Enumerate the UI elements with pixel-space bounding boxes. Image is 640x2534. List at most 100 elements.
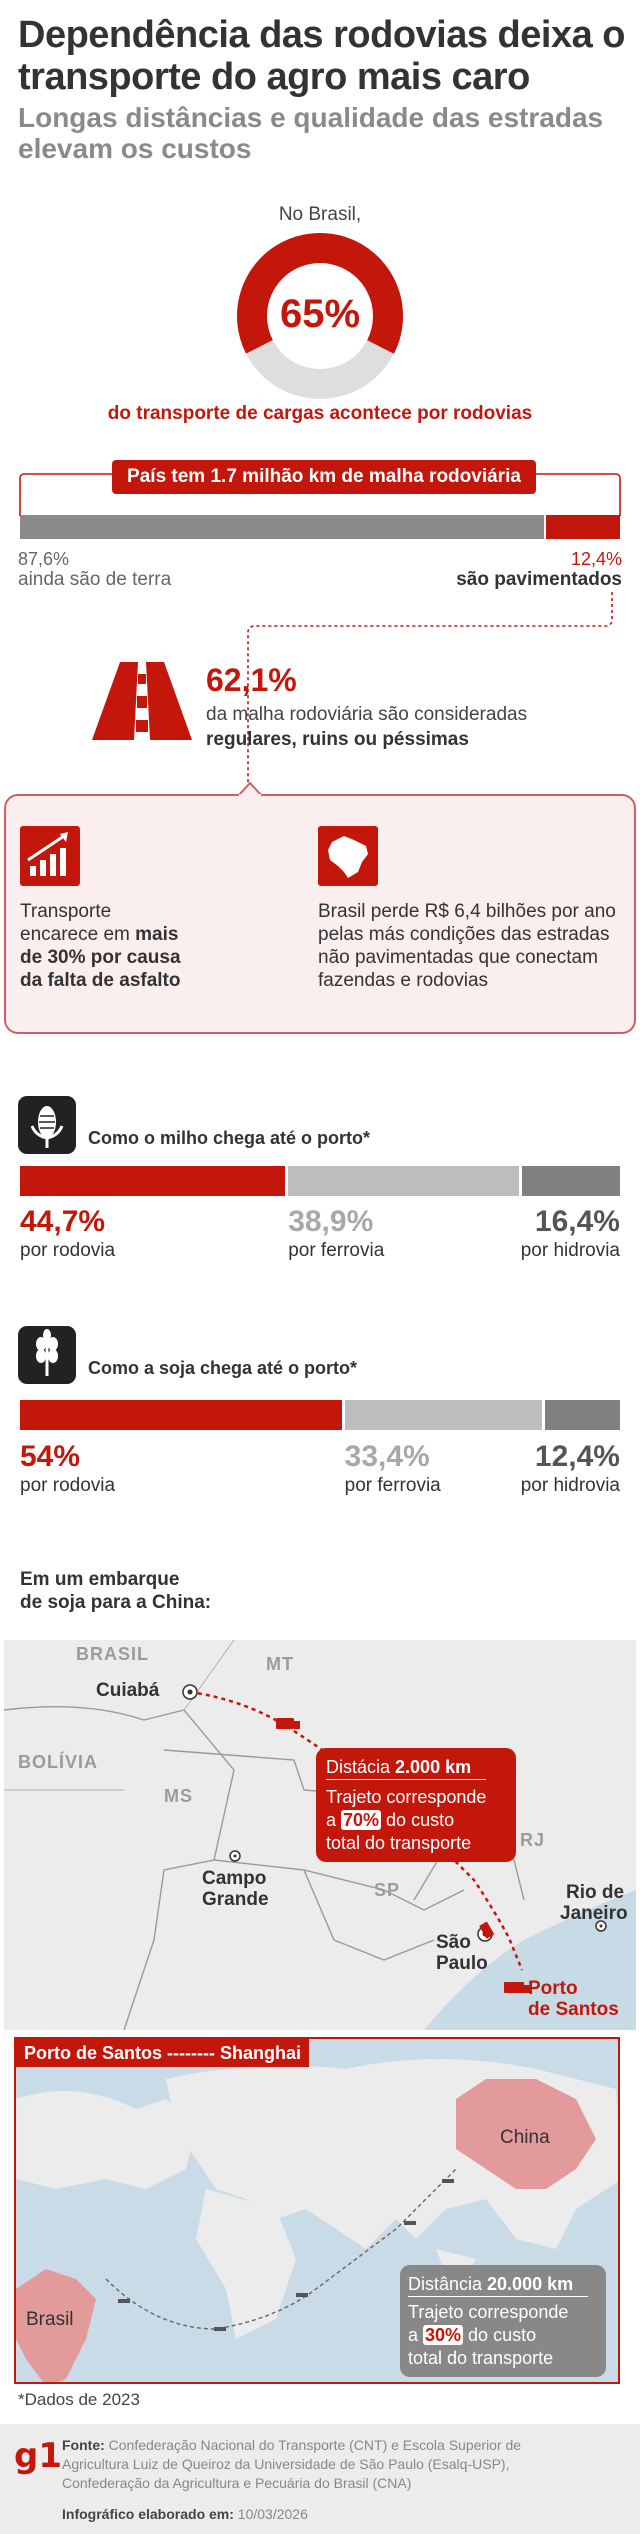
gauge-ring: [237, 233, 403, 399]
corn-bar-por-rodovia: [20, 1166, 286, 1196]
soy-labels: 54% por rodovia 33,4% por ferrovia 12,4% por …: [0, 1440, 640, 1500]
soy-bar-por-ferrovia: [344, 1400, 543, 1430]
footer-source-text-l1: Confederação Nacional do Transporte (CNT…: [104, 2437, 522, 2453]
map-city-saopaulo-l1: São: [436, 1932, 471, 1953]
soy-bar-por-rodovia: [20, 1400, 342, 1430]
soy-icon: [18, 1326, 76, 1384]
footer-credit-label: Infográfico elaborado em:: [62, 2506, 234, 2522]
sea-callout-l2a: a: [408, 2325, 424, 2345]
corn-bar-por-ferrovia: [288, 1166, 519, 1196]
map-label-rj: RJ: [520, 1830, 546, 1850]
paved-label: são pavimentados: [456, 569, 622, 590]
map-city-saopaulo-l2: Paulo: [436, 1953, 488, 1974]
impact-left-l2: encarece em mais: [20, 923, 178, 946]
world-map-shapes: [16, 2059, 618, 2382]
world-label-china: China: [500, 2127, 550, 2148]
data-note: *Dados de 2023: [18, 2390, 140, 2409]
road-icon: [92, 662, 192, 740]
map-city-rio-l2: Janeiro: [560, 1903, 628, 1924]
corn-labels: 44,7% por rodovia 38,9% por ferrovia 16,4% po…: [0, 1205, 640, 1265]
network-bar-paved: [546, 515, 620, 539]
map-city-rio-l1: Rio de: [566, 1882, 625, 1903]
shipment-heading-l1: Em um embarque: [20, 1569, 180, 1590]
quality-text-1: da malha rodoviária são consideradas: [206, 704, 528, 725]
map-city-campo-l2: Grande: [202, 1889, 269, 1910]
sea-callout: Distância 20.000 km Trajeto corresponde …: [400, 2265, 606, 2377]
impact-left-l2a: encarece em: [20, 924, 136, 945]
soy-stacked-bar: [20, 1400, 620, 1430]
corn-icon: [18, 1096, 76, 1154]
shipment-heading-l2: de soja para a China:: [20, 1592, 212, 1613]
dirt-label: ainda são de terra: [18, 569, 172, 590]
impact-left-l2b: mais: [135, 924, 179, 945]
sea-route-map: Porto de Santos -------- Shanghai China …: [14, 2037, 620, 2384]
page-subtitle: Longas distâncias e qualidade das estrad…: [18, 102, 604, 164]
road-callout-l2a: a: [326, 1810, 342, 1830]
map-city-santos-l1: Porto: [528, 1978, 578, 1999]
road-callout-distance: Distácia 2.000 km: [326, 1756, 486, 1780]
footer-credit-date: 10/03/2026: [233, 2506, 308, 2522]
sea-callout-l3: total do transporte: [408, 2348, 554, 2368]
footer-credit: Infográfico elaborado em: 10/03/2026: [62, 2506, 308, 2522]
gauge-intro: No Brasil,: [278, 204, 362, 225]
world-label-brasil: Brasil: [26, 2309, 74, 2330]
footer-source-l3: Confederação da Agricultura e Pecuária d…: [62, 2475, 412, 2491]
map-city-santos-l2: de Santos: [528, 1999, 619, 2020]
card-notch: [238, 782, 262, 796]
brazil-map-icon: [318, 826, 378, 886]
corn-category-label-1: por ferrovia: [288, 1240, 385, 1261]
sea-callout-l2: a 30% do custo: [408, 2324, 536, 2346]
dirt-pct: 87,6%: [18, 549, 70, 569]
sea-callout-pct: 30%: [423, 2325, 464, 2345]
corn-chart-title: Como o milho chega até o porto*: [88, 1128, 371, 1148]
footer-source-l1: Fonte: Confederação Nacional do Transpor…: [62, 2436, 632, 2455]
soy-value-label-2: 12,4%: [534, 1440, 620, 1473]
quality-text-2: regulares, ruins ou péssimas: [206, 729, 469, 750]
impact-left-l3: de 30% por causa: [20, 947, 181, 968]
road-callout-dist-value: 2.000 km: [395, 1757, 472, 1777]
map-label-bolivia: BOLÍVIA: [18, 1752, 99, 1772]
map-city-campo-l1: Campo: [202, 1868, 267, 1889]
corn-stacked-bar: [20, 1166, 620, 1196]
corn-value-label-0: 44,7%: [20, 1205, 106, 1238]
sea-callout-dist-value: 20.000 km: [487, 2274, 574, 2294]
map-label-mt: MT: [266, 1654, 294, 1674]
network-bar-dirt: [20, 515, 544, 539]
road-callout-l2b: do custo: [381, 1810, 455, 1830]
page-title: Dependência das rodovias deixa o transpo…: [18, 14, 626, 98]
soy-category-label-0: por rodovia: [20, 1475, 116, 1496]
cost-rise-icon: [20, 826, 80, 886]
corn-value-label-1: 38,9%: [288, 1205, 374, 1238]
road-callout-pct: 70%: [341, 1810, 382, 1830]
corn-value-label-2: 16,4%: [534, 1205, 620, 1238]
sea-callout-dist-label: Distância: [408, 2274, 488, 2294]
road-callout-l2: a 70% do custo: [326, 1809, 454, 1831]
impact-right-l3: não pavimentadas que conectam: [318, 947, 598, 968]
gauge-value: 65%: [279, 292, 361, 336]
map-label-ms: MS: [164, 1786, 193, 1806]
road-callout-l1: Trajeto corresponde: [326, 1787, 487, 1807]
map-label-sp: SP: [374, 1880, 401, 1900]
impact-left-l4: da falta de asfalto: [20, 970, 181, 991]
map-city-cuiaba: Cuiabá: [96, 1680, 160, 1701]
gauge-caption: do transporte de cargas acontece por rod…: [107, 403, 533, 424]
corn-category-label-2: por hidrovia: [520, 1240, 620, 1261]
impact-left-l1: Transporte: [20, 901, 112, 922]
footer-source-label: Fonte:: [62, 2437, 105, 2453]
route-map: BRASIL MT BOLÍVIA MS RJ SP Cuiabá Campo …: [4, 1640, 636, 2030]
road-callout-dist-label: Distácia: [326, 1757, 396, 1777]
map-label-brasil: BRASIL: [76, 1644, 149, 1664]
footer: g1 Fonte: Confederação Nacional do Trans…: [0, 2424, 640, 2534]
road-callout: Distácia 2.000 km Trajeto corresponde a …: [316, 1748, 516, 1862]
g1-logo: g1: [14, 2436, 62, 2476]
impact-right-l4: fazendas e rodovias: [318, 970, 489, 991]
soy-category-label-2: por hidrovia: [520, 1475, 620, 1496]
soy-value-label-0: 54%: [20, 1440, 81, 1473]
paved-pct: 12,4%: [570, 549, 622, 569]
soy-category-label-1: por ferrovia: [344, 1475, 441, 1496]
soy-value-label-1: 33,4%: [344, 1440, 430, 1473]
soy-bar-por-hidrovia: [545, 1400, 620, 1430]
footer-source-l2: Agricultura Luiz de Queiroz da Universid…: [62, 2456, 510, 2472]
corn-bar-por-hidrovia: [521, 1166, 620, 1196]
sea-callout-l1: Trajeto corresponde: [408, 2302, 569, 2322]
